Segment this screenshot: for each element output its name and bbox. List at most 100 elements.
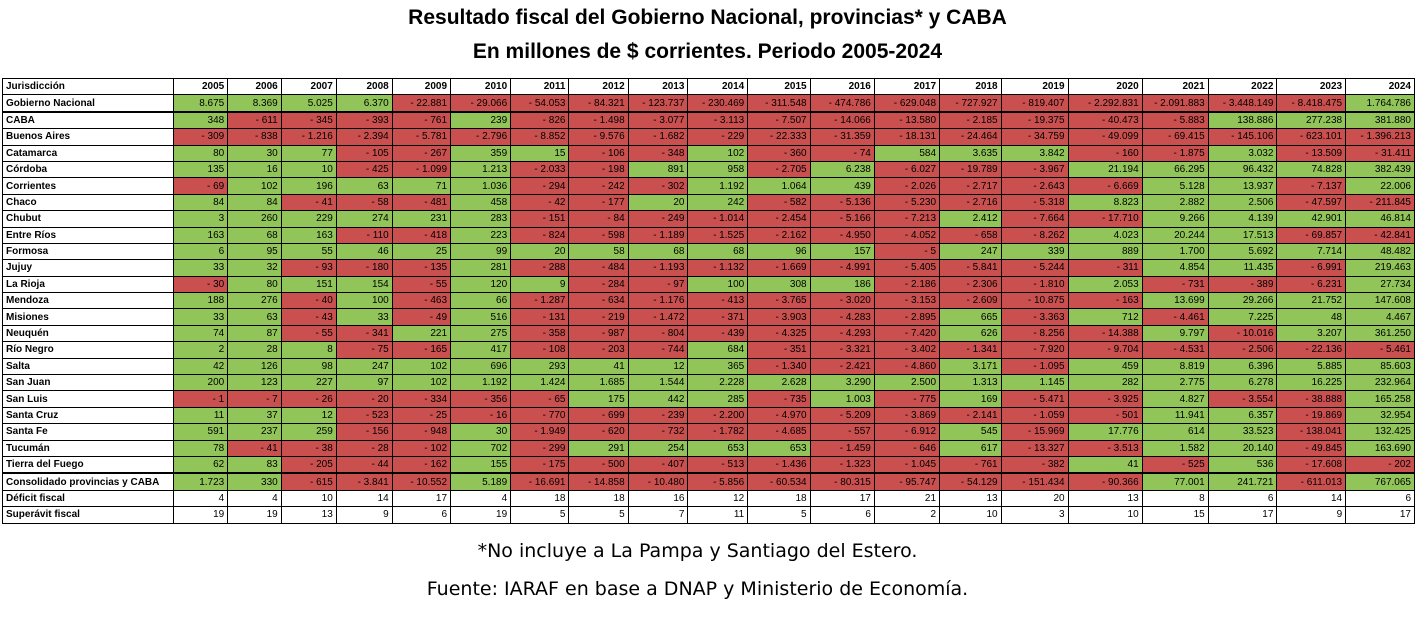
table-cell: - 131 bbox=[510, 308, 570, 326]
table-cell: 27.734 bbox=[1345, 275, 1415, 294]
table-row: Santa Fe 591 237 259- 156- 948 30- 1.949- 62… bbox=[2, 423, 1415, 441]
table-cell: - 55 bbox=[391, 275, 452, 294]
table-cell: 381.880 bbox=[1345, 111, 1415, 130]
table-cell: - 156 bbox=[335, 423, 393, 441]
table-cell: 4.139 bbox=[1207, 210, 1278, 228]
table-cell: 120 bbox=[450, 275, 512, 294]
table-cell: - 14.388 bbox=[1067, 324, 1143, 343]
table-cell: - 2.421 bbox=[809, 357, 875, 376]
table-cell: - 948 bbox=[391, 423, 452, 441]
row-label: San Juan bbox=[2, 374, 174, 392]
table-cell: - 371 bbox=[687, 308, 749, 326]
table-cell: - 425 bbox=[335, 160, 393, 179]
table-cell: - 249 bbox=[627, 210, 689, 228]
table-cell: - 22.333 bbox=[747, 128, 811, 146]
table-cell: - 620 bbox=[568, 423, 629, 441]
table-cell: - 2.716 bbox=[939, 193, 1002, 212]
table-cell: - 69.415 bbox=[1141, 128, 1209, 146]
table-cell: 186 bbox=[809, 275, 875, 294]
table-cell: 37 bbox=[227, 406, 282, 425]
table-cell: 42.901 bbox=[1276, 210, 1347, 228]
table-cell: - 1.095 bbox=[1000, 357, 1069, 376]
table-cell: - 4.293 bbox=[809, 324, 875, 343]
fiscal-results-table: Jurisdicción 2005 2006 2007 2008 2009 2010 2011… bbox=[2, 77, 1415, 524]
table-cell: - 819.407 bbox=[1000, 94, 1069, 113]
table-cell: - 360 bbox=[747, 144, 811, 162]
table-cell: 169 bbox=[939, 390, 1002, 408]
table-cell: - 6.991 bbox=[1276, 259, 1347, 277]
table-cell: 30 bbox=[227, 144, 282, 162]
table-cell: 17.513 bbox=[1207, 226, 1278, 244]
table-cell: - 177 bbox=[568, 193, 629, 212]
table-row: Consolidado provincias y CABA 1.723 330- 6… bbox=[2, 472, 1415, 491]
table-cell: - 463 bbox=[391, 292, 452, 310]
table-cell: 165.258 bbox=[1345, 390, 1415, 408]
table-cell: - 2.200 bbox=[687, 406, 749, 425]
table-cell: 25 bbox=[391, 242, 452, 261]
table-cell: 9.266 bbox=[1141, 210, 1209, 228]
table-cell: - 634 bbox=[568, 292, 629, 310]
table-cell: - 418 bbox=[391, 226, 452, 244]
table-cell: 283 bbox=[450, 210, 512, 228]
table-cell: - 13.580 bbox=[873, 111, 941, 130]
table-cell: - 9.704 bbox=[1067, 341, 1143, 359]
table-row: Entre Ríos 163 68 163- 110- 418 223- 824- 59… bbox=[2, 226, 1415, 244]
table-cell: - 29.066 bbox=[450, 94, 512, 113]
table-cell: - 13.327 bbox=[1000, 439, 1069, 457]
table-cell: - 22.136 bbox=[1276, 341, 1347, 359]
table-cell: 18 bbox=[568, 489, 629, 508]
table-cell: - 6.912 bbox=[873, 423, 941, 441]
table-cell: - 2.292.831 bbox=[1067, 94, 1143, 113]
row-label: Misiones bbox=[2, 308, 174, 326]
table-cell: - 1.669 bbox=[747, 259, 811, 277]
table-row: San Juan 200 123 227 97 102 1.192 1.424 1.685 1.5… bbox=[2, 374, 1415, 392]
table-cell: - 3.513 bbox=[1067, 439, 1143, 457]
table-cell: - 7.507 bbox=[747, 111, 811, 130]
table-cell: 20.244 bbox=[1141, 226, 1209, 244]
table-cell: 3.842 bbox=[1000, 144, 1069, 162]
row-label: Superávit fiscal bbox=[2, 506, 174, 524]
table-cell: 33 bbox=[335, 308, 393, 326]
table-cell: 14 bbox=[1276, 489, 1347, 508]
table-cell: - 75 bbox=[335, 341, 393, 359]
table-cell: 6.278 bbox=[1207, 374, 1278, 392]
table-cell: - 484 bbox=[568, 259, 629, 277]
table-cell: 439 bbox=[809, 177, 875, 195]
table-cell: - 351 bbox=[747, 341, 811, 359]
table-cell: 96.432 bbox=[1207, 160, 1278, 179]
table-cell: 9.797 bbox=[1141, 324, 1209, 343]
table-cell: - 239 bbox=[627, 406, 689, 425]
table-cell: 48 bbox=[1276, 308, 1347, 326]
table-header-row: Jurisdicción 2005 2006 2007 2008 2009 2010 2011… bbox=[2, 77, 1415, 96]
table-cell: - 3.925 bbox=[1067, 390, 1143, 408]
table-cell: 232.964 bbox=[1345, 374, 1415, 392]
row-label: Corrientes bbox=[2, 177, 174, 195]
table-cell: 4 bbox=[227, 489, 282, 508]
table-cell: 1.764.786 bbox=[1345, 94, 1415, 113]
column-header-year: 2013 bbox=[627, 77, 689, 96]
table-cell: - 341 bbox=[335, 324, 393, 343]
table-cell: - 24.464 bbox=[939, 128, 1002, 146]
row-label: CABA bbox=[2, 111, 174, 130]
table-cell: 66.295 bbox=[1141, 160, 1209, 179]
table-cell: 154 bbox=[335, 275, 393, 294]
table-cell: - 2.454 bbox=[747, 210, 811, 228]
row-label: Mendoza bbox=[2, 292, 174, 310]
table-cell: 157 bbox=[809, 242, 875, 261]
table-cell: 11.941 bbox=[1141, 406, 1209, 425]
column-header-year: 2022 bbox=[1207, 77, 1278, 96]
table-cell: 1.723 bbox=[172, 472, 229, 491]
table-cell: - 7.420 bbox=[873, 324, 941, 343]
table-cell: - 1 bbox=[172, 390, 229, 408]
table-cell: 11 bbox=[172, 406, 229, 425]
table-cell: - 38.888 bbox=[1276, 390, 1347, 408]
table-cell: - 4.531 bbox=[1141, 341, 1209, 359]
table-row: Tierra del Fuego 62 83- 205- 44- 162 155- 1… bbox=[2, 455, 1415, 474]
row-label: Catamarca bbox=[2, 144, 174, 162]
table-cell: - 4.283 bbox=[809, 308, 875, 326]
table-cell: 74.828 bbox=[1276, 160, 1347, 179]
column-header-year: 2008 bbox=[335, 77, 393, 96]
column-header-year: 2012 bbox=[568, 77, 629, 96]
table-cell: 77.001 bbox=[1141, 472, 1209, 491]
table-cell: - 123.737 bbox=[627, 94, 689, 113]
